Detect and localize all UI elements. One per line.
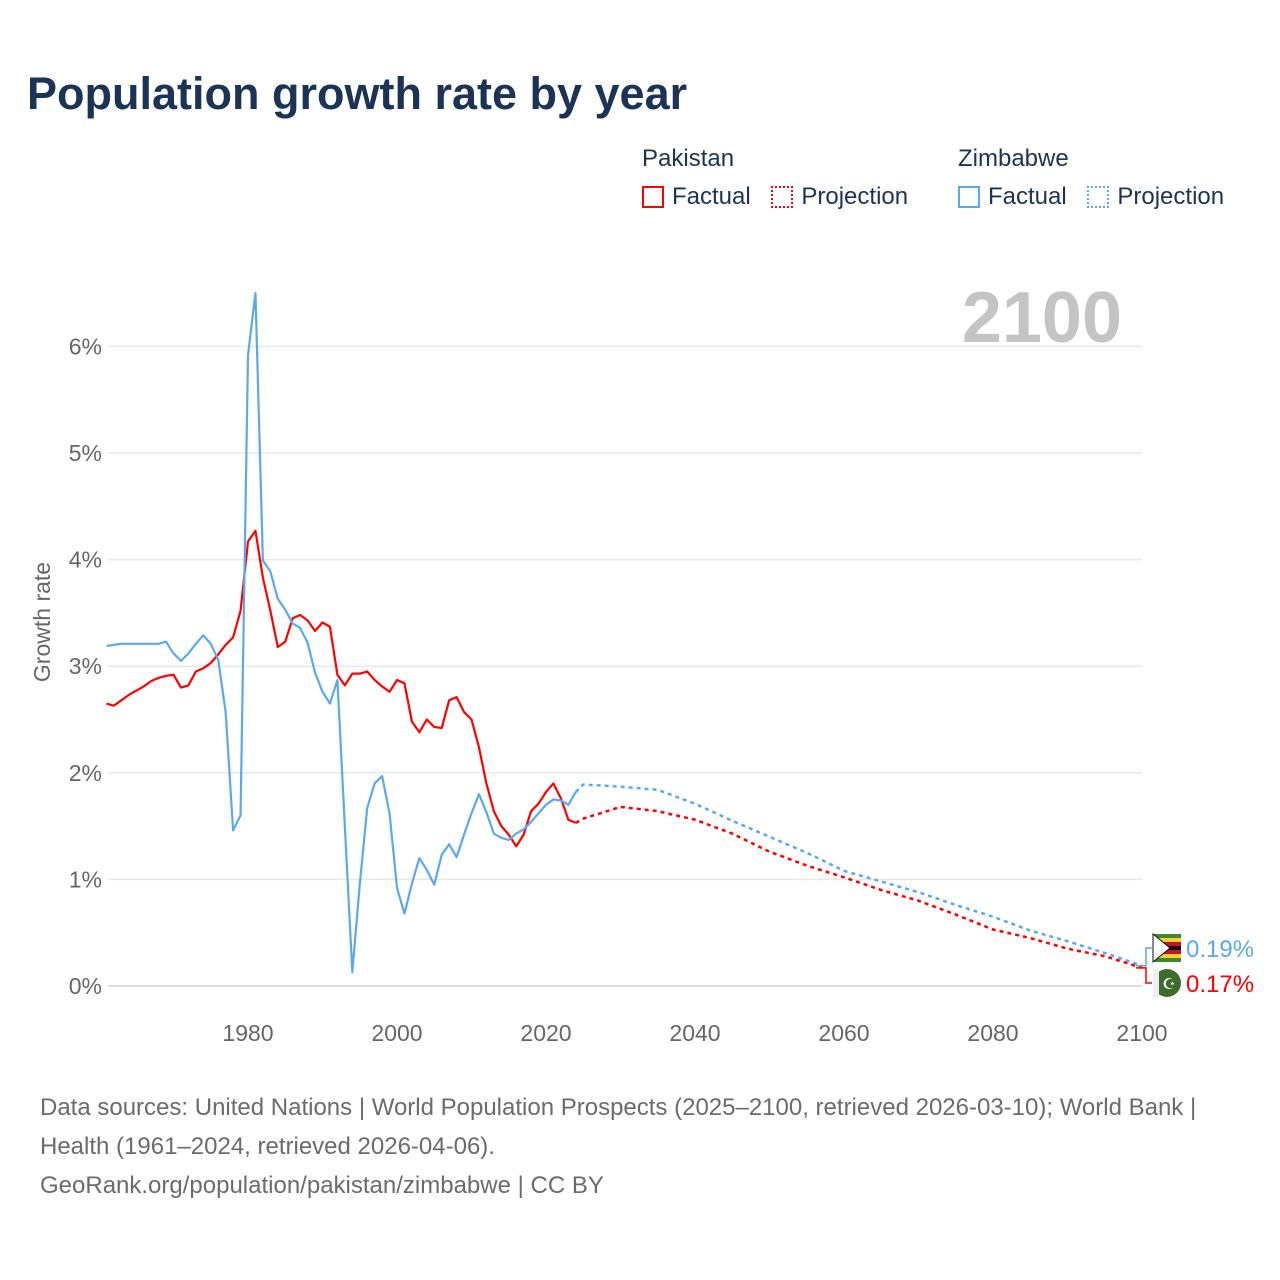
pakistan-factual-line bbox=[106, 529, 577, 848]
flag-stripe bbox=[1153, 942, 1181, 946]
y-tick-label: 4% bbox=[69, 547, 102, 573]
legend-label: Factual bbox=[672, 183, 751, 210]
credit-link[interactable]: GeoRank.org/population/pakistan/zimbabwe… bbox=[40, 1172, 604, 1199]
flag-stripe bbox=[1153, 958, 1181, 962]
dotted-swatch-icon bbox=[771, 186, 794, 208]
legend-zimbabwe-projection[interactable]: Projection bbox=[1087, 183, 1224, 211]
data-sources: Data sources: United Nations | World Pop… bbox=[40, 1094, 1197, 1160]
dotted-swatch-icon bbox=[1087, 186, 1110, 208]
zimbabwe-label-connector bbox=[1136, 947, 1152, 967]
pakistan-label-connector bbox=[1136, 967, 1152, 984]
zimbabwe-flag-icon bbox=[1152, 932, 1181, 964]
x-tick-label: 2040 bbox=[669, 1020, 720, 1046]
legend-pakistan-projection[interactable]: Projection bbox=[771, 183, 908, 211]
y-tick-label: 6% bbox=[69, 333, 102, 359]
y-tick-label: 1% bbox=[69, 866, 102, 892]
pakistan-flag-icon: ☪ bbox=[1153, 969, 1181, 997]
y-axis-label: Growth rate bbox=[29, 562, 55, 682]
legend-group-label: Pakistan bbox=[642, 145, 735, 172]
zimbabwe-projection-line bbox=[574, 783, 1143, 967]
x-tick-label: 2000 bbox=[371, 1020, 422, 1046]
flag-stripe bbox=[1153, 934, 1181, 938]
legend-group-zimbabwe: Zimbabwe Factual Projection bbox=[958, 145, 1224, 215]
x-tick-label: 2080 bbox=[967, 1020, 1018, 1046]
x-tick-label: 1980 bbox=[222, 1020, 273, 1046]
chart-title: Population growth rate by year bbox=[27, 68, 688, 119]
y-tick-label: 2% bbox=[69, 760, 102, 786]
year-watermark: 2100 bbox=[962, 278, 1122, 358]
flag-stripe bbox=[1153, 950, 1181, 954]
x-tick-label: 2020 bbox=[520, 1020, 571, 1046]
flag-field bbox=[1153, 969, 1181, 997]
legend-label: Factual bbox=[988, 183, 1067, 210]
legend-label: Projection bbox=[801, 183, 909, 210]
legend-group-pakistan: Pakistan Factual Projection bbox=[642, 145, 922, 215]
y-tick-label: 0% bbox=[69, 973, 102, 999]
zimbabwe-end-value: 0.19% bbox=[1186, 936, 1254, 963]
solid-swatch-icon bbox=[958, 186, 980, 208]
legend-group-label: Zimbabwe bbox=[958, 145, 1069, 172]
zimbabwe-factual-line bbox=[106, 292, 577, 974]
footer: Data sources: United Nations | World Pop… bbox=[40, 1088, 1240, 1205]
flag-stripe bbox=[1153, 969, 1159, 997]
y-tick-label: 3% bbox=[69, 653, 102, 679]
crescent-icon: ☪ bbox=[1162, 976, 1175, 993]
flag-stripe bbox=[1153, 954, 1181, 958]
solid-swatch-icon bbox=[642, 186, 664, 208]
x-tick-label: 2060 bbox=[818, 1020, 869, 1046]
flag-triangle bbox=[1152, 932, 1171, 964]
legend-label: Projection bbox=[1117, 183, 1225, 210]
line-chart: 0% 1% 2% 3% 4% 5% 6% 1980 2000 2020 2040 2060 2080 21… bbox=[29, 278, 1254, 1046]
pakistan-end-value: 0.17% bbox=[1186, 971, 1254, 998]
pakistan-projection-line bbox=[575, 805, 1143, 970]
x-tick-label: 2100 bbox=[1116, 1020, 1167, 1046]
legend-zimbabwe-factual[interactable]: Factual bbox=[958, 183, 1067, 211]
legend-pakistan-factual[interactable]: Factual bbox=[642, 183, 751, 211]
y-tick-label: 5% bbox=[69, 440, 102, 466]
flag-stripe bbox=[1153, 938, 1181, 942]
